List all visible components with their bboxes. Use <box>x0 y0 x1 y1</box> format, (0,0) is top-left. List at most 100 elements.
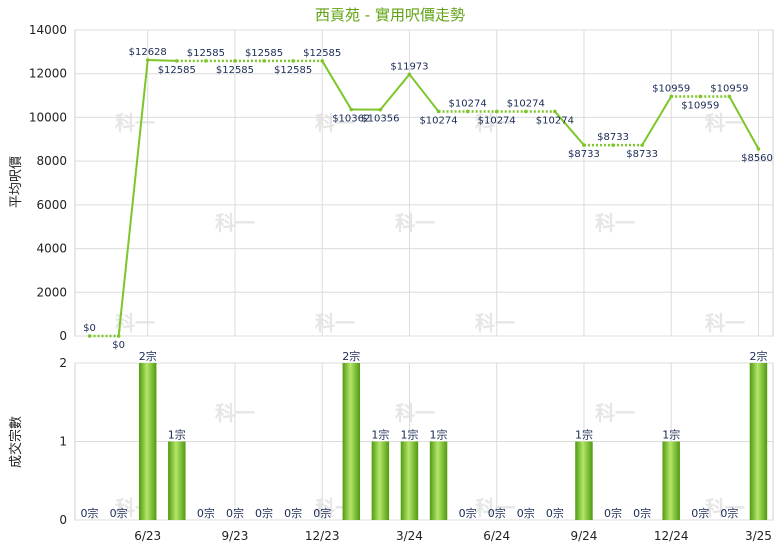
count-data-label: 0宗 <box>720 506 738 520</box>
price-segment <box>117 59 149 337</box>
price-data-label: $12585 <box>303 48 341 59</box>
count-data-label: 0宗 <box>226 506 244 520</box>
x-tick-label: 9/24 <box>570 529 597 543</box>
price-point <box>320 59 325 63</box>
price-tick-label: 2000 <box>36 285 67 299</box>
x-tick-label: 12/23 <box>305 529 340 543</box>
watermark: 科一 <box>395 401 435 425</box>
price-point <box>494 109 499 114</box>
price-point <box>145 58 150 62</box>
price-data-label: $0 <box>112 340 125 351</box>
count-data-label: 0宗 <box>691 506 709 520</box>
count-bars <box>138 363 768 520</box>
price-point <box>262 59 266 63</box>
price-tick-label: 6000 <box>36 198 67 212</box>
price-segment <box>379 73 411 111</box>
price-tick-label: 4000 <box>36 242 67 256</box>
price-data-label: $10959 <box>710 83 748 94</box>
count-data-label: 1宗 <box>400 428 418 442</box>
price-data-label: $12628 <box>129 47 167 58</box>
price-data-label: $10356 <box>361 114 399 125</box>
count-data-label: 0宗 <box>255 506 273 520</box>
watermark: 科一 <box>705 311 745 335</box>
price-data-label: $8733 <box>626 149 658 160</box>
price-point <box>611 143 615 147</box>
count-bar <box>371 441 390 520</box>
watermark: 科一 <box>315 311 355 335</box>
count-bar <box>662 441 680 520</box>
count-data-label: 2宗 <box>342 349 360 363</box>
price-data-label: $12585 <box>216 65 254 76</box>
count-bar <box>342 363 361 520</box>
count-tick-label: 1 <box>59 435 67 449</box>
count-data-label: 0宗 <box>604 506 622 520</box>
data-labels: $0 $0 $12628 $12585 $12585 $12585 $12585 $12585… <box>81 47 773 520</box>
price-data-label: $12585 <box>245 48 283 59</box>
watermark: 科一 <box>595 401 635 425</box>
count-tick-label: 0 <box>59 513 67 527</box>
count-data-label: 1宗 <box>575 428 593 442</box>
price-data-label: $8560 <box>741 153 773 164</box>
price-axis-label: 平均呎價 <box>9 156 24 208</box>
price-point <box>669 94 674 99</box>
price-data-label: $10274 <box>478 115 516 126</box>
count-data-label: 1宗 <box>168 428 186 442</box>
price-point <box>291 59 295 63</box>
watermark: 科一 <box>595 211 635 235</box>
x-tick-label: 6/23 <box>134 529 161 543</box>
price-tick-label: 8000 <box>36 154 67 168</box>
price-line <box>87 58 761 338</box>
price-point <box>465 109 470 114</box>
price-data-label: $8733 <box>568 149 600 160</box>
watermark: 科一 <box>395 211 435 235</box>
price-point <box>233 59 237 63</box>
price-point <box>582 143 586 147</box>
price-tick-label: 14000 <box>29 23 67 37</box>
price-grid: 0 2000 4000 6000 8000 10000 12000 14000 <box>29 23 774 343</box>
count-bar <box>749 363 768 520</box>
price-data-label: $10274 <box>536 115 574 126</box>
price-segment <box>554 110 585 146</box>
x-tick-label: 3/24 <box>396 529 423 543</box>
count-bar <box>400 441 419 520</box>
watermark: 科一 <box>475 111 515 135</box>
count-data-label: 0宗 <box>633 506 651 520</box>
price-data-label: $12585 <box>158 65 196 76</box>
count-axis-label: 成交宗數 <box>8 416 24 468</box>
price-data-label: $12585 <box>274 65 312 76</box>
watermark: 科一 <box>315 111 355 135</box>
count-bar <box>429 441 448 520</box>
price-tick-label: 0 <box>59 329 67 343</box>
price-segment <box>321 60 353 111</box>
price-tick-label: 10000 <box>29 110 67 124</box>
price-data-label: $12585 <box>187 48 225 59</box>
price-data-label: $10959 <box>681 100 719 111</box>
price-point <box>436 109 441 114</box>
watermark: 科一 <box>705 496 745 520</box>
count-data-label: 0宗 <box>284 506 302 520</box>
count-tick-label: 2 <box>59 356 67 370</box>
price-data-label: $10274 <box>507 98 545 109</box>
watermark: 科一 <box>475 311 515 335</box>
count-data-label: 0宗 <box>546 506 564 520</box>
price-point <box>116 334 121 338</box>
watermark: 科一 <box>705 111 745 135</box>
price-point <box>407 72 412 77</box>
price-data-label: $8733 <box>597 132 629 143</box>
price-tick-label: 12000 <box>29 67 67 81</box>
price-segment <box>728 95 760 150</box>
count-data-label: 0宗 <box>459 506 477 520</box>
x-tick-label: 3/25 <box>745 529 772 543</box>
count-data-label: 1宗 <box>371 428 389 442</box>
count-bar <box>138 363 157 520</box>
price-segment <box>408 73 440 113</box>
chart-title: 西貢苑 - 實用呎價走勢 <box>315 6 465 24</box>
count-data-label: 1宗 <box>430 428 448 442</box>
price-segment <box>147 58 177 62</box>
price-point <box>349 107 354 112</box>
price-point <box>640 143 644 147</box>
price-data-label: $0 <box>83 323 96 334</box>
count-bar <box>575 441 593 520</box>
count-data-label: 2宗 <box>749 349 767 363</box>
price-point <box>727 94 732 99</box>
